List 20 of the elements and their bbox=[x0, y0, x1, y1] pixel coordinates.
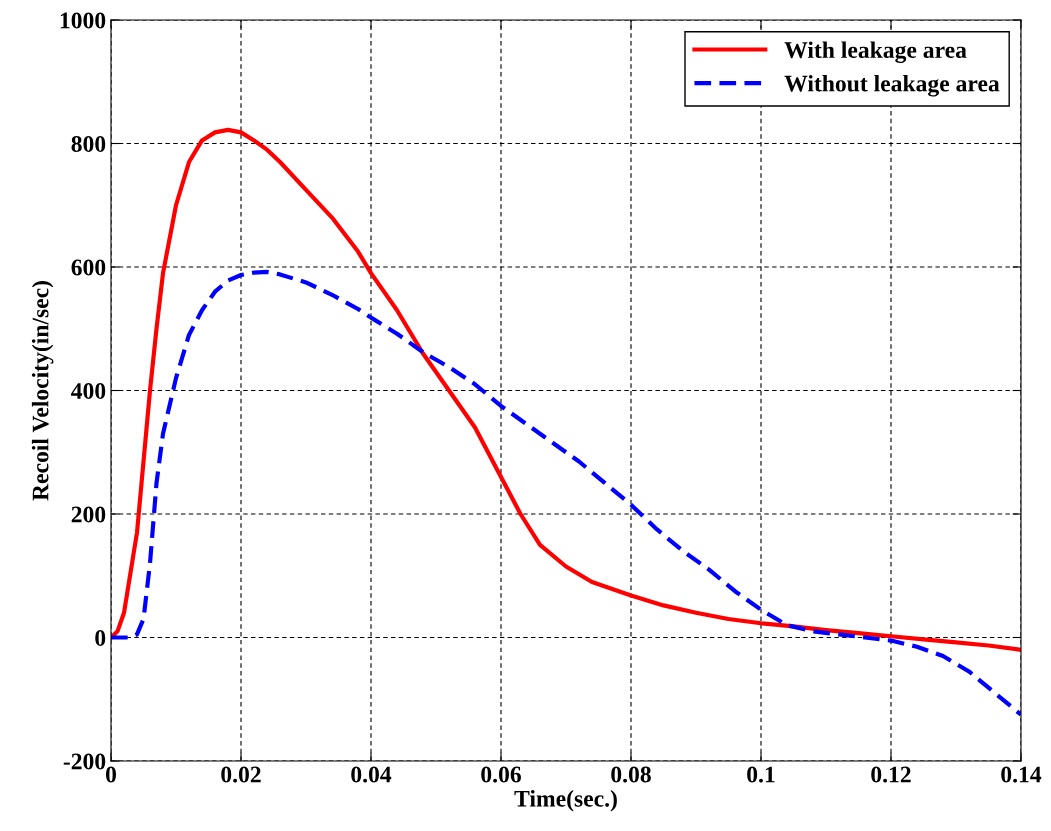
y-tick-label: 800 bbox=[71, 135, 106, 152]
y-tick-label: 600 bbox=[71, 259, 106, 276]
y-axis-title: Recoil Velocity(in/sec) bbox=[31, 281, 54, 501]
legend-label: Without leakage area bbox=[784, 74, 1000, 97]
y-tick-label: 1000 bbox=[60, 12, 106, 29]
x-tick-label: 0.08 bbox=[611, 766, 651, 783]
y-tick-label: 400 bbox=[71, 382, 106, 399]
line-series bbox=[111, 269, 1021, 717]
x-tick-label: 0.02 bbox=[221, 766, 261, 783]
y-tick-label: 200 bbox=[71, 506, 106, 523]
x-tick-label: 0.14 bbox=[1001, 766, 1042, 783]
x-tick-label: 0.04 bbox=[351, 766, 392, 783]
y-tick-label: 0 bbox=[95, 629, 106, 646]
legend-label: With leakage area bbox=[784, 41, 967, 63]
y-tick-label: -200 bbox=[63, 753, 106, 770]
x-tick-label: 0.12 bbox=[871, 766, 911, 783]
x-tick-label: 0.1 bbox=[747, 766, 775, 783]
x-axis-title: Time(sec.) bbox=[514, 790, 617, 812]
line-series bbox=[111, 127, 1021, 652]
x-tick-label: 0.06 bbox=[481, 766, 521, 783]
